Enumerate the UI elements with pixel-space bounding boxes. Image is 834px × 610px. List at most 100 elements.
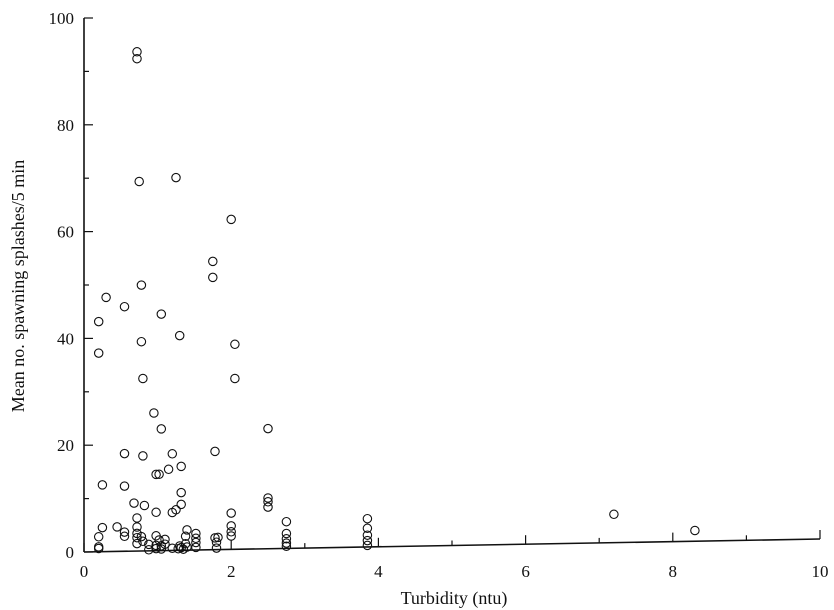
data-point bbox=[226, 527, 236, 537]
data-point bbox=[210, 533, 220, 543]
data-point bbox=[93, 532, 104, 542]
x-tick-label: 4 bbox=[374, 562, 383, 581]
x-tick-label: 2 bbox=[227, 562, 236, 581]
data-point bbox=[211, 543, 222, 553]
data-point bbox=[208, 256, 218, 267]
data-point bbox=[263, 497, 273, 507]
y-tick-label: 0 bbox=[66, 543, 75, 562]
data-point bbox=[281, 541, 292, 552]
data-point bbox=[213, 532, 223, 543]
data-point bbox=[176, 461, 186, 472]
data-point bbox=[139, 500, 150, 511]
data-point bbox=[134, 176, 144, 187]
data-point bbox=[93, 316, 104, 327]
data-point bbox=[167, 449, 178, 459]
data-point bbox=[176, 487, 186, 498]
ticks bbox=[83, 17, 821, 553]
x-tick-label: 8 bbox=[669, 562, 678, 581]
data-point bbox=[182, 525, 192, 535]
data-point bbox=[151, 543, 161, 554]
data-point bbox=[230, 339, 240, 350]
data-point bbox=[362, 540, 373, 551]
data-point bbox=[156, 544, 167, 554]
data-point bbox=[138, 373, 148, 384]
data-point bbox=[226, 531, 236, 541]
data-point bbox=[362, 523, 373, 534]
data-point bbox=[119, 301, 130, 312]
data-point bbox=[281, 534, 292, 544]
data-point bbox=[176, 499, 186, 510]
data-point bbox=[191, 537, 201, 548]
data-point bbox=[230, 373, 240, 384]
data-points bbox=[93, 47, 700, 555]
data-point bbox=[93, 542, 104, 552]
data-point bbox=[263, 493, 273, 503]
y-tick-label: 40 bbox=[57, 329, 74, 348]
y-tick-label: 80 bbox=[57, 116, 74, 135]
data-point bbox=[119, 448, 130, 459]
data-point bbox=[156, 424, 167, 434]
data-point bbox=[171, 172, 181, 183]
data-point bbox=[281, 528, 292, 539]
x-tick-label: 6 bbox=[521, 562, 530, 581]
data-point bbox=[93, 348, 104, 358]
data-point bbox=[151, 469, 161, 480]
data-point bbox=[210, 446, 220, 457]
data-point bbox=[226, 521, 236, 531]
data-point bbox=[156, 309, 167, 319]
data-point bbox=[129, 498, 139, 508]
data-point bbox=[154, 469, 164, 480]
data-point bbox=[149, 408, 159, 418]
x-axis-label: Turbidity (ntu) bbox=[401, 588, 508, 609]
data-point bbox=[690, 525, 700, 536]
data-point bbox=[609, 509, 619, 520]
data-point bbox=[226, 214, 236, 225]
data-point bbox=[119, 531, 130, 542]
data-point bbox=[263, 423, 273, 434]
axes bbox=[83, 18, 821, 553]
x-tick-label: 0 bbox=[80, 562, 89, 581]
data-point bbox=[180, 531, 191, 542]
data-point bbox=[163, 464, 174, 475]
data-point bbox=[119, 527, 130, 537]
data-point bbox=[191, 528, 201, 539]
data-point bbox=[176, 542, 186, 553]
data-point bbox=[132, 47, 142, 57]
data-point bbox=[362, 530, 373, 540]
data-point bbox=[144, 545, 154, 555]
data-point bbox=[160, 534, 170, 545]
data-point bbox=[151, 507, 161, 518]
data-point bbox=[167, 543, 178, 554]
data-point bbox=[136, 336, 147, 347]
data-point bbox=[136, 531, 147, 542]
data-point bbox=[132, 522, 142, 532]
data-point bbox=[281, 516, 292, 527]
y-axis-label: Mean no. spawning splashes/5 min bbox=[8, 160, 28, 412]
data-point bbox=[226, 508, 236, 518]
x-tick-label: 10 bbox=[812, 562, 829, 581]
data-point bbox=[263, 502, 273, 512]
data-point bbox=[136, 280, 147, 290]
data-point bbox=[132, 513, 142, 523]
data-point bbox=[362, 513, 373, 524]
y-tick-label: 20 bbox=[57, 436, 74, 455]
data-point bbox=[144, 539, 154, 550]
data-point bbox=[97, 480, 108, 490]
y-tick-label: 60 bbox=[57, 223, 74, 242]
data-point bbox=[119, 481, 130, 491]
data-point bbox=[132, 538, 142, 549]
data-point bbox=[101, 292, 111, 303]
data-point bbox=[97, 522, 108, 533]
data-point bbox=[138, 451, 148, 461]
data-point bbox=[362, 535, 373, 546]
data-point bbox=[211, 537, 222, 547]
data-point bbox=[281, 538, 292, 548]
tick-labels: 0 20 40 60 80 100 0 2 4 6 8 10 bbox=[49, 9, 829, 581]
y-tick-label: 100 bbox=[49, 9, 75, 28]
data-point bbox=[174, 330, 185, 341]
data-point bbox=[112, 522, 122, 532]
data-point bbox=[191, 542, 201, 553]
data-point bbox=[167, 507, 178, 518]
data-point bbox=[191, 533, 201, 544]
